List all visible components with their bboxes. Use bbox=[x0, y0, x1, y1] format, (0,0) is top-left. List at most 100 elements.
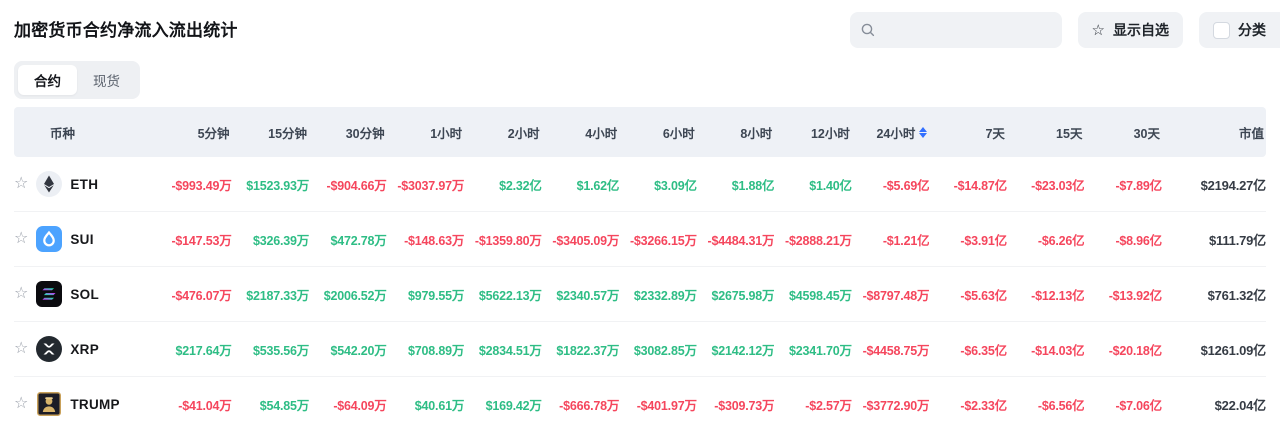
flow-value: $2834.51万 bbox=[478, 343, 542, 358]
favorite-star-icon[interactable]: ☆ bbox=[14, 175, 29, 192]
flow-value: -$147.53万 bbox=[171, 233, 232, 248]
market-cap-value: $2194.27亿 bbox=[1200, 177, 1266, 193]
table-row-trump[interactable]: ☆ TRUMP -$41.04万 $54.85万 -$64.09万 $40.61万 $169… bbox=[14, 377, 1266, 429]
flow-value: -$14.03亿 bbox=[1031, 343, 1085, 358]
flow-value: -$20.18亿 bbox=[1108, 343, 1162, 358]
column-header-label: 市值 bbox=[1238, 126, 1264, 141]
flow-value: $2332.89万 bbox=[633, 288, 697, 303]
eth-coin-icon bbox=[36, 171, 63, 197]
favorite-star-icon[interactable]: ☆ bbox=[14, 395, 29, 412]
coin-symbol: TRUMP bbox=[70, 396, 120, 412]
column-header-11[interactable]: 7天 bbox=[929, 123, 1007, 142]
column-header-5[interactable]: 2小时 bbox=[464, 123, 542, 142]
flow-value: -$993.49万 bbox=[171, 178, 232, 193]
column-header-10[interactable]: 24小时 bbox=[852, 123, 930, 142]
flow-value: $472.78万 bbox=[330, 233, 387, 248]
market-cap-value: $761.32亿 bbox=[1207, 287, 1266, 303]
flow-value: -$401.97万 bbox=[636, 398, 697, 413]
coin-symbol: XRP bbox=[70, 341, 100, 357]
flow-value: -$12.13亿 bbox=[1031, 288, 1085, 303]
flow-value: $542.20万 bbox=[330, 343, 387, 358]
column-header-9[interactable]: 12小时 bbox=[774, 123, 852, 142]
sort-icon bbox=[919, 126, 928, 138]
sui-coin-icon bbox=[36, 226, 63, 252]
flow-value: $2187.33万 bbox=[246, 288, 310, 303]
flow-value: $169.42万 bbox=[485, 398, 542, 413]
coin-cell: ☆ TRUMP bbox=[14, 391, 154, 417]
column-header-7[interactable]: 6小时 bbox=[619, 123, 697, 142]
flow-value: -$3266.15万 bbox=[629, 233, 697, 248]
coin-symbol: ETH bbox=[70, 176, 99, 192]
column-header-label: 2小时 bbox=[507, 126, 540, 141]
table-row-sol[interactable]: ☆ SOL -$476.07万 $2187.33万 $2006.52万 $979.55万 $… bbox=[14, 267, 1266, 322]
flow-value: $1.40亿 bbox=[809, 178, 852, 193]
search-input[interactable] bbox=[881, 22, 1052, 38]
column-header-label: 1小时 bbox=[430, 126, 463, 141]
show-favorites-label: 显示自选 bbox=[1113, 22, 1169, 38]
flow-value: -$13.92亿 bbox=[1108, 288, 1162, 303]
column-header-2[interactable]: 15分钟 bbox=[232, 123, 310, 142]
search-box[interactable] bbox=[849, 12, 1062, 48]
flow-value: $2675.98万 bbox=[711, 288, 775, 303]
flow-table: 币种 5分钟 15分钟 30分钟 1小时 2小时 4小时 6小时 8小时 12小时 24小时 7天 15… bbox=[14, 107, 1266, 429]
column-header-1[interactable]: 5分钟 bbox=[154, 123, 232, 142]
column-header-label: 6小时 bbox=[662, 126, 695, 141]
top-bar-actions: ☆ 显示自选 分类 bbox=[849, 12, 1280, 48]
coin-cell: ☆ ETH bbox=[14, 171, 154, 197]
column-header-label: 30天 bbox=[1133, 126, 1160, 141]
column-header-label: 15分钟 bbox=[268, 126, 308, 141]
flow-value: -$1359.80万 bbox=[474, 233, 542, 248]
category-checkbox[interactable] bbox=[1213, 21, 1230, 39]
table-row-eth[interactable]: ☆ ETH -$993.49万 $1523.93万 -$904.66万 -$3037.97… bbox=[14, 157, 1266, 212]
column-header-8[interactable]: 8小时 bbox=[697, 123, 775, 142]
column-header-label: 7天 bbox=[985, 126, 1005, 141]
flow-value: -$2888.21万 bbox=[785, 233, 852, 248]
flow-value: $1822.37万 bbox=[556, 343, 620, 358]
column-header-14[interactable]: 市值 bbox=[1162, 123, 1266, 142]
top-bar: 加密货币合约净流入流出统计 ☆ 显示自选 分类 bbox=[0, 0, 1280, 48]
flow-value: $979.55万 bbox=[408, 288, 465, 303]
flow-value: $54.85万 bbox=[259, 398, 310, 413]
column-header-4[interactable]: 1小时 bbox=[387, 123, 465, 142]
favorite-star-icon[interactable]: ☆ bbox=[14, 285, 29, 302]
flow-value: $1.62亿 bbox=[576, 178, 620, 193]
flow-value: -$5.69亿 bbox=[882, 178, 930, 193]
table-row-xrp[interactable]: ☆ XRP $217.64万 $535.56万 $542.20万 $708.89万 $283… bbox=[14, 322, 1266, 377]
flow-value: -$904.66万 bbox=[326, 178, 387, 193]
market-cap-value: $22.04亿 bbox=[1214, 397, 1266, 413]
column-header-13[interactable]: 30天 bbox=[1084, 123, 1162, 142]
favorite-star-icon[interactable]: ☆ bbox=[14, 340, 29, 357]
flow-value: -$5.63亿 bbox=[960, 288, 1007, 303]
market-cap-value: $111.79亿 bbox=[1209, 232, 1266, 248]
table-row-sui[interactable]: ☆ SUI -$147.53万 $326.39万 $472.78万 -$148.63万 -$… bbox=[14, 212, 1266, 267]
flow-value: $535.56万 bbox=[252, 343, 310, 358]
column-header-label: 15天 bbox=[1056, 126, 1083, 141]
column-header-12[interactable]: 15天 bbox=[1007, 123, 1085, 142]
flow-value: $217.64万 bbox=[175, 343, 232, 358]
show-favorites-button[interactable]: ☆ 显示自选 bbox=[1077, 12, 1183, 48]
category-button[interactable]: 分类 bbox=[1199, 12, 1280, 48]
column-header-6[interactable]: 4小时 bbox=[542, 123, 620, 142]
flow-value: $1.88亿 bbox=[731, 178, 775, 193]
tab-spot[interactable]: 现货 bbox=[93, 74, 120, 89]
flow-value: $708.89万 bbox=[408, 343, 465, 358]
flow-value: -$309.73万 bbox=[714, 398, 775, 413]
column-header-0[interactable]: 币种 bbox=[14, 123, 154, 142]
column-header-label: 8小时 bbox=[740, 126, 773, 141]
category-label: 分类 bbox=[1238, 22, 1266, 38]
flow-value: $1523.93万 bbox=[246, 178, 310, 193]
coin-symbol: SUI bbox=[70, 231, 94, 247]
flow-value: $2142.12万 bbox=[711, 343, 775, 358]
page-title: 加密货币合约净流入流出统计 bbox=[14, 21, 238, 40]
xrp-coin-icon bbox=[36, 336, 63, 362]
column-header-3[interactable]: 30分钟 bbox=[309, 123, 387, 142]
star-icon: ☆ bbox=[1091, 22, 1105, 39]
search-icon bbox=[860, 22, 876, 38]
flow-value: $3082.85万 bbox=[633, 343, 697, 358]
favorite-star-icon[interactable]: ☆ bbox=[14, 230, 29, 247]
table-header-row: 币种 5分钟 15分钟 30分钟 1小时 2小时 4小时 6小时 8小时 12小时 24小时 7天 15… bbox=[14, 107, 1266, 157]
tab-contract[interactable]: 合约 bbox=[18, 65, 77, 95]
sol-coin-icon bbox=[36, 281, 63, 307]
flow-value: -$8797.48万 bbox=[862, 288, 930, 303]
